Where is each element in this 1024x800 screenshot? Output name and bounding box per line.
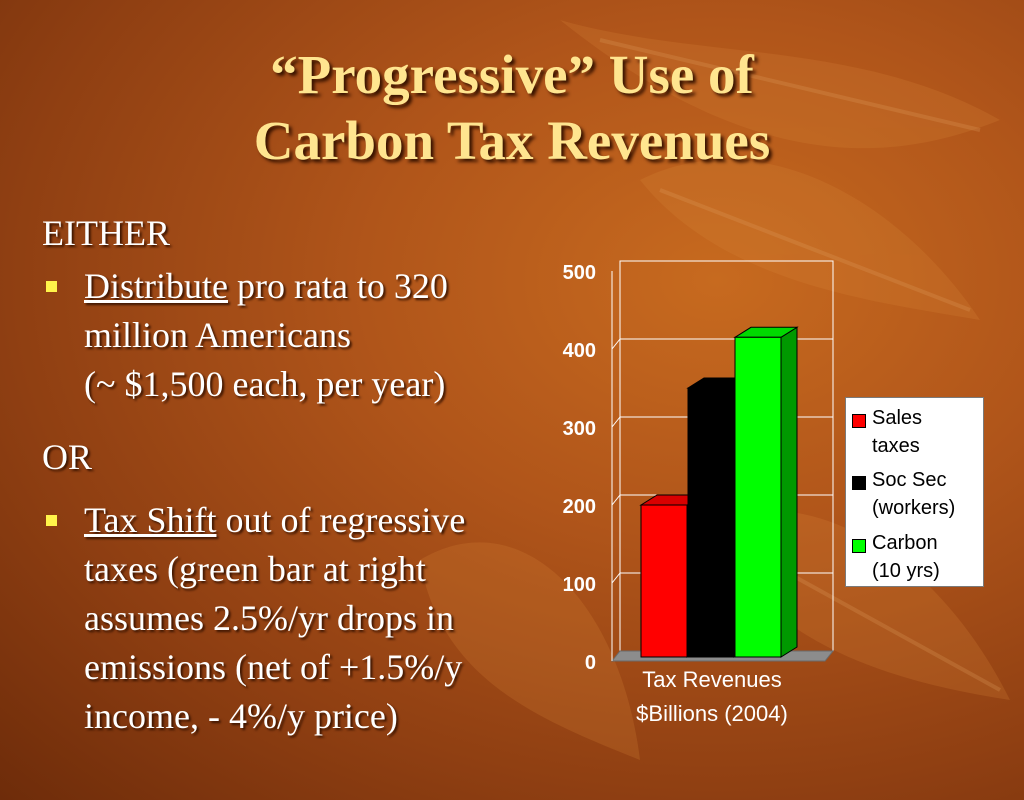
or-heading: OR	[42, 437, 93, 477]
bullet-distribute-text: Distribute pro rata to 320 million Ameri…	[84, 262, 554, 409]
distribute-keyword: Distribute	[84, 266, 228, 306]
chart-gridline-side	[611, 416, 621, 428]
bullet1-line1-rest: pro rata to 320	[227, 266, 448, 306]
tax-shift-keyword: Tax Shift	[84, 500, 217, 540]
bullet-marker-icon	[46, 515, 57, 526]
chart-legend: Sales taxes Soc Sec (workers) Carbon (10…	[845, 397, 984, 587]
legend-swatch	[852, 476, 866, 490]
legend-label-line-1: Soc Sec	[872, 469, 947, 491]
legend-label-line-1: Carbon	[872, 532, 938, 554]
x-axis-label-line-2: $Billions (2004)	[636, 701, 788, 726]
either-heading: EITHER	[42, 213, 170, 253]
y-tick-label: 100	[563, 574, 596, 596]
bullet-tax-shift-text: Tax Shift out of regressive taxes (green…	[84, 496, 554, 741]
y-tick-label: 200	[563, 496, 596, 518]
chart-gridline-side	[611, 572, 621, 584]
bullet2-line4: emissions (net of +1.5%/y	[84, 647, 463, 687]
slide-title: “Progressive” Use of Carbon Tax Revenues	[0, 42, 1024, 174]
bullet1-line2: million Americans	[84, 315, 351, 355]
bullet-distribute: Distribute pro rata to 320 million Ameri…	[42, 262, 542, 412]
chart-bars	[639, 326, 799, 658]
bar-front	[687, 387, 735, 658]
bullet2-line3: assumes 2.5%/yr drops in	[84, 598, 454, 638]
legend-label-line-1: Sales	[872, 407, 923, 429]
bullet2-line2: taxes (green bar at right	[84, 549, 426, 589]
bullet-tax-shift: Tax Shift out of regressive taxes (green…	[42, 496, 542, 746]
y-tick-label: 500	[563, 262, 596, 284]
legend-label-line-2: (10 yrs)	[872, 560, 940, 582]
bullet2-line5: income, - 4%/y price)	[84, 696, 398, 736]
chart-gridline-side	[611, 494, 621, 506]
title-line-1: “Progressive” Use of	[270, 44, 754, 105]
bar-front	[640, 504, 688, 658]
bullet1-line3: (~ $1,500 each, per year)	[84, 364, 446, 404]
legend-swatch	[852, 414, 866, 428]
legend-label-line-2: taxes	[872, 435, 920, 457]
legend-label-line-2: (workers)	[872, 497, 956, 519]
x-axis-label-line-1: Tax Revenues	[642, 667, 781, 692]
bar-side	[780, 326, 798, 658]
chart-gridline-side	[611, 338, 621, 350]
chart-y-tick-labels: 0 100 200 300 400 500	[563, 262, 596, 674]
y-tick-label: 0	[585, 652, 596, 674]
bullet2-line1-rest: out of regressive	[216, 500, 466, 540]
y-tick-label: 400	[563, 340, 596, 362]
y-tick-label: 300	[563, 418, 596, 440]
legend-swatch	[852, 539, 866, 553]
bullet-marker-icon	[46, 281, 57, 292]
bar-front	[734, 336, 782, 658]
title-line-2: Carbon Tax Revenues	[253, 110, 771, 171]
bar-3	[733, 326, 799, 658]
